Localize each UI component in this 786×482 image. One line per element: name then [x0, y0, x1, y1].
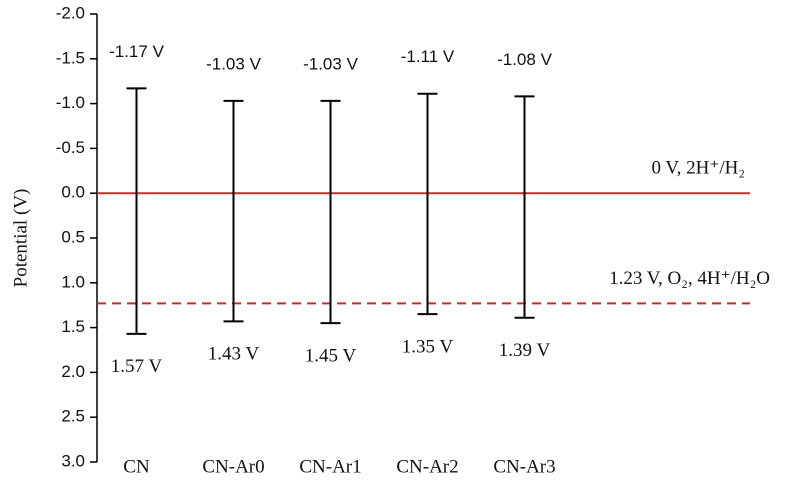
reference-label: 0 V, 2H⁺/H₂ [651, 158, 745, 179]
y-tick-label: 2.5 [61, 407, 85, 426]
cb-label: -1.03 V [206, 54, 261, 73]
x-tick-label: CN-Ar1 [299, 456, 361, 477]
cb-label: -1.08 V [497, 50, 552, 69]
cb-label: -1.11 V [401, 47, 455, 66]
y-tick-label: -1.5 [56, 48, 85, 67]
vb-label: 1.45 V [305, 345, 357, 366]
x-tick-label: CN [123, 456, 150, 477]
reference-label: 1.23 V, O₂, 4H⁺/H₂O [609, 268, 770, 289]
y-tick-label: 0.5 [61, 227, 85, 246]
vb-label: 1.39 V [499, 340, 551, 361]
y-tick-label: 1.5 [61, 317, 85, 336]
vb-label: 1.35 V [402, 337, 454, 358]
x-tick-label: CN-Ar2 [396, 456, 458, 477]
y-tick-label: 0.0 [61, 183, 85, 202]
vb-label: 1.43 V [208, 344, 260, 365]
cb-label: -1.03 V [303, 54, 358, 73]
y-tick-label: 3.0 [61, 451, 85, 470]
cb-label: -1.17 V [109, 42, 164, 61]
x-tick-label: CN-Ar0 [202, 456, 264, 477]
y-tick-label: -0.5 [56, 138, 85, 157]
y-tick-label: 1.0 [61, 272, 85, 291]
y-tick-label: -2.0 [56, 3, 85, 22]
y-tick-label: -1.0 [56, 93, 85, 112]
y-axis-label: Potential (V) [10, 189, 31, 288]
y-tick-label: 2.0 [61, 362, 85, 381]
x-tick-label: CN-Ar3 [493, 456, 555, 477]
vb-label: 1.57 V [111, 356, 163, 377]
